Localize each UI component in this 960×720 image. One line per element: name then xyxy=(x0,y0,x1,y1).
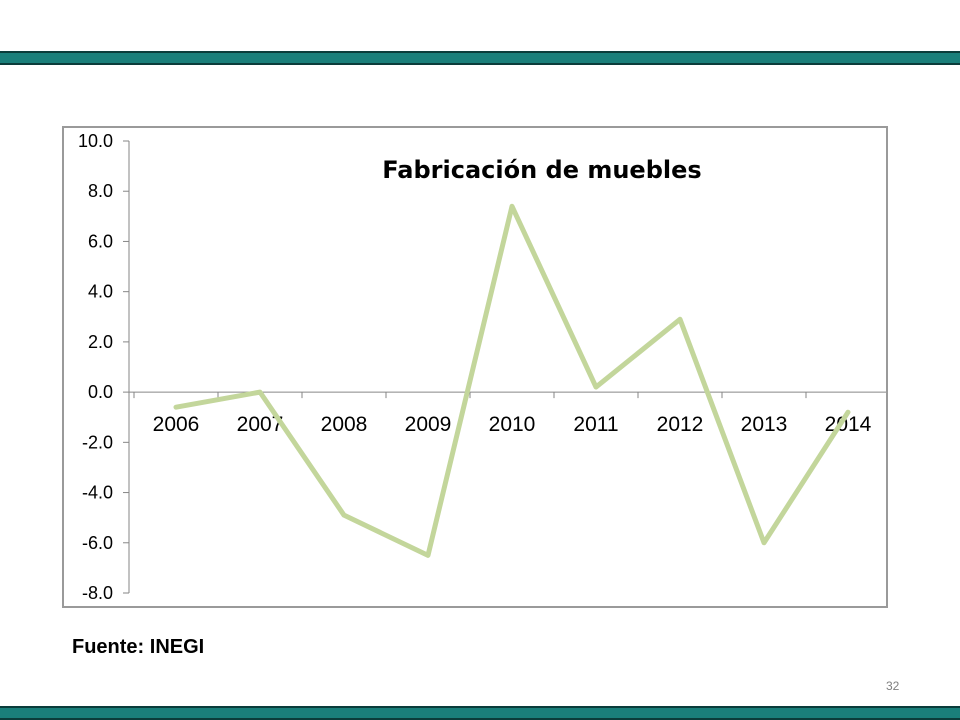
x-tick-label: 2006 xyxy=(153,413,200,436)
y-tick-label: 2.0 xyxy=(88,332,113,352)
y-tick-label: 6.0 xyxy=(88,231,113,251)
x-tick-label: 2008 xyxy=(321,413,368,436)
y-tick-label: -4.0 xyxy=(82,483,113,503)
top-accent-bar xyxy=(0,51,960,65)
y-tick-label: -2.0 xyxy=(82,432,113,452)
chart-title: Fabricación de muebles xyxy=(382,156,701,184)
x-tick-label: 2012 xyxy=(657,413,704,436)
x-tick-label: 2011 xyxy=(573,413,618,436)
y-tick-label: 0.0 xyxy=(88,382,113,402)
y-tick-label: 8.0 xyxy=(88,181,113,201)
bottom-accent-bar xyxy=(0,706,960,720)
line-chart: 10.0 8.0 6.0 4.0 2.0 0.0 -2.0 -4.0 -6.0 -8.0 2006 2… xyxy=(78,131,886,603)
x-tick-label: 2010 xyxy=(489,413,536,436)
y-tick-label: -8.0 xyxy=(82,583,113,603)
page-number: 32 xyxy=(886,679,900,693)
x-tick-label: 2007 xyxy=(237,413,284,436)
y-tick-label: 4.0 xyxy=(88,282,113,302)
series-line xyxy=(173,203,851,558)
y-tick-label: -6.0 xyxy=(82,533,113,553)
x-tick-label: 2009 xyxy=(405,413,452,436)
chart-frame: 10.0 8.0 6.0 4.0 2.0 0.0 -2.0 -4.0 -6.0 -8.0 2006 2… xyxy=(62,126,888,608)
source-note: Fuente: INEGI xyxy=(72,636,205,658)
y-tick-label: 10.0 xyxy=(78,131,113,151)
x-tick-label: 2013 xyxy=(741,413,788,436)
